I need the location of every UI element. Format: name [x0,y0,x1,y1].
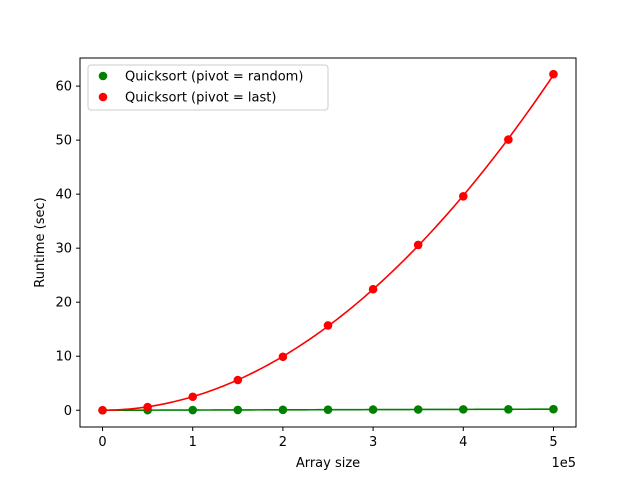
x-tick-label: 4 [459,435,467,450]
y-tick-label: 50 [55,134,72,149]
x-axis: 0 1 2 3 4 5 [98,427,558,450]
legend: Quicksort (pivot = random) Quicksort (piv… [87,64,329,111]
y-axis: 0 10 20 30 40 50 60 [55,80,80,419]
y-tick-label: 30 [55,242,72,257]
data-point-series-1 [143,402,152,412]
legend-label: Quicksort (pivot = last) [125,91,276,106]
y-tick-label: 40 [55,188,72,203]
data-point-series-1 [233,375,243,385]
data-point-series-0 [368,405,378,414]
plot-area [79,57,577,428]
x-tick-label: 2 [279,435,287,450]
y-tick-label: 10 [55,350,72,365]
data-point-series-0 [323,405,333,415]
data-point-series-1 [504,135,513,144]
data-point-series-1 [98,405,107,415]
x-tick-label: 0 [98,435,106,450]
data-point-series-1 [323,321,333,330]
data-point-series-1 [549,69,558,79]
x-axis-label: Array size [296,456,360,471]
legend-label: Quicksort (pivot = random) [125,70,303,85]
axes-frame [79,57,577,428]
series-layer [98,69,558,415]
x-tick-label: 5 [549,435,557,450]
legend-marker [98,92,108,102]
data-point-series-0 [233,405,243,415]
data-point-series-1 [278,352,288,362]
y-tick-label: 0 [64,404,72,419]
legend-marker [98,71,108,81]
x-tick-label: 1 [189,435,197,450]
data-point-series-1 [188,392,198,402]
data-point-series-1 [413,240,423,250]
x-axis-offset-label: 1e5 [551,456,576,471]
y-tick-label: 20 [55,296,72,311]
y-axis-label: Runtime (sec) [33,197,48,288]
data-point-series-0 [188,405,198,415]
data-point-series-0 [504,404,513,414]
data-point-series-1 [458,192,468,201]
data-point-series-0 [278,405,288,415]
legend-box [87,64,329,111]
data-point-series-0 [458,405,468,414]
x-tick-label: 3 [369,435,377,450]
data-point-series-0 [549,404,558,414]
data-point-series-0 [413,405,423,414]
data-point-series-1 [368,284,378,294]
y-tick-label: 60 [55,80,72,95]
